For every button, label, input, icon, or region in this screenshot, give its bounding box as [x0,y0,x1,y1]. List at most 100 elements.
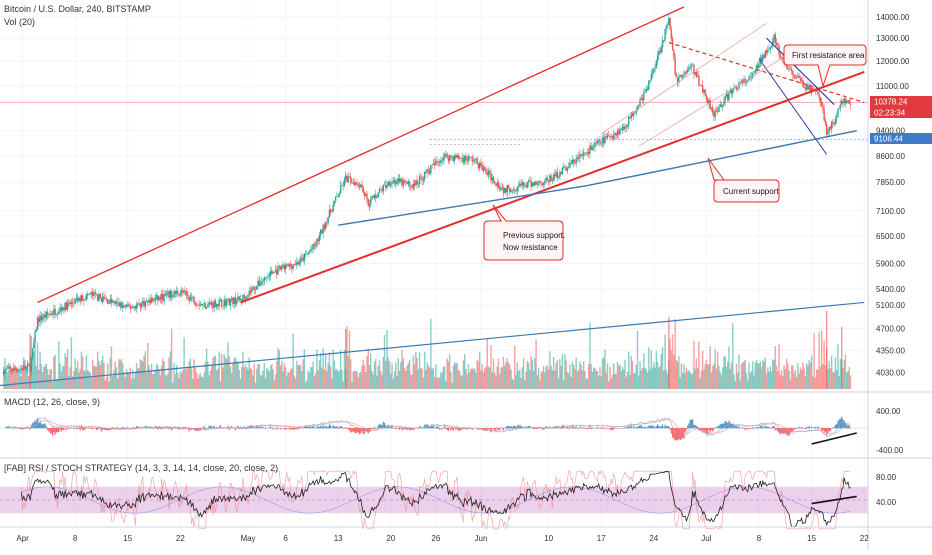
macd-hist [835,425,836,428]
macd-hist [50,428,51,433]
volume-bar [282,372,283,389]
volume-bar [513,380,514,389]
candle-body [143,301,144,307]
volume-bar [720,372,721,389]
volume-bar [672,334,673,389]
candle-body [62,308,63,311]
macd-hist [611,428,612,429]
volume-bar [161,365,162,389]
candle-body [598,140,599,141]
macd-hist [499,428,500,430]
macd-hist [639,425,640,428]
candle-body [339,193,340,196]
volume-bar [152,374,153,389]
macd-hist [85,428,86,429]
volume-bar [231,373,232,389]
candle-body [418,184,419,185]
candle-body [532,183,533,187]
macd-hist [174,428,175,429]
volume-bar [53,357,54,389]
volume-bar [460,376,461,389]
candle-body [827,132,828,135]
volume-bar [339,371,340,389]
candle-body [118,302,119,306]
candle-body [768,49,769,50]
last-price-tag: 10378.24 02:23:34 [870,96,932,118]
macd-hist [557,427,558,428]
macd-hist [797,428,798,429]
candle-body [98,294,99,301]
candle-body [391,181,392,184]
candle-body [301,257,302,258]
volume-bar [621,371,622,389]
volume-bar [61,372,62,389]
candle-body [383,185,384,191]
volume-bar [241,367,242,389]
volume-bar [811,355,812,389]
volume-bar [125,377,126,389]
candle-body [535,182,536,185]
volume-bar [721,375,722,389]
volume-bar [453,365,454,389]
candle-body [720,104,721,107]
volume-bar [499,374,500,389]
candle-body [399,178,400,181]
macd-hist [717,426,718,428]
candle-body [267,276,268,277]
volume-bar [532,360,533,389]
volume-bar [520,378,521,389]
macd-hist [336,426,337,428]
macd-hist [800,428,801,429]
volume-bar [211,366,212,389]
candle-body [414,184,415,186]
macd-hist [601,428,602,429]
time-tick: Jul [701,534,711,543]
macd-hist [58,428,59,432]
candle-body [236,301,237,304]
volume-bar [575,358,576,389]
volume-bar [264,363,265,389]
candle-body [557,172,558,177]
macd-hist [720,424,721,428]
volume-spike [29,334,30,389]
volume-bar [56,379,57,389]
candle-body [435,161,436,165]
candle-body [220,299,221,300]
candle-body [547,178,548,181]
volume-bar [613,363,614,389]
volume-bar [703,370,704,389]
candle-body [272,272,273,273]
volume-bar [582,370,583,389]
candle-body [7,369,8,370]
candle-body [549,176,550,183]
macd-hist [280,428,281,429]
volume-bar [553,357,554,389]
candle-body [16,369,17,370]
volume-bar [43,367,44,389]
price-tick: 13000.00 [876,34,910,43]
candle-body [136,305,137,309]
macd-hist [503,428,504,430]
candle-body [274,272,275,273]
volume-bar [373,374,374,389]
candle-body [512,190,513,191]
volume-bar [578,370,579,389]
price-tick: 12000.00 [876,57,910,66]
candle-body [550,176,551,181]
macd-hist [254,427,255,428]
candle-body [812,88,813,89]
volume-bar [297,365,298,389]
candle-body [490,173,491,181]
macd-hist [401,428,402,430]
volume-bar [404,368,405,389]
macd-hist [668,426,669,428]
volume-bar [26,369,27,389]
candle-body [203,303,204,304]
macd-hist [614,427,615,428]
macd-hist [772,426,773,428]
macd-hist [602,427,603,428]
macd-hist [659,427,660,429]
volume-bar [836,370,837,389]
macd-hist [713,428,714,430]
volume-bar [577,372,578,389]
